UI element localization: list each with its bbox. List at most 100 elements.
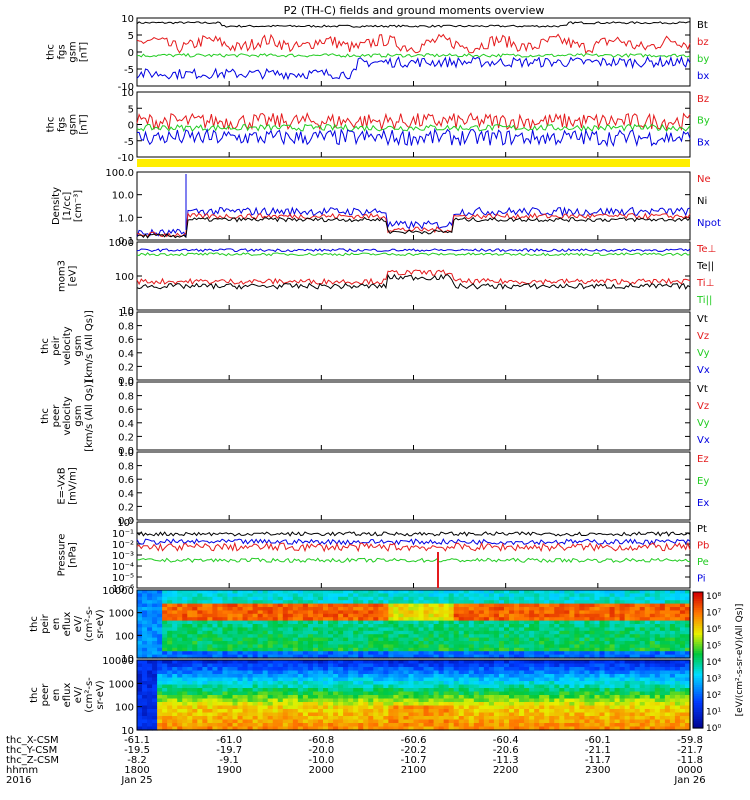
spectro-cell (428, 630, 435, 635)
spectro-cell (237, 691, 244, 696)
spectro-cell (423, 702, 430, 707)
spectro-cell (529, 691, 535, 696)
spectro-cell (468, 667, 475, 672)
spectro-cell (262, 712, 269, 717)
spectro-cell (197, 681, 203, 686)
spectro-cell (232, 610, 239, 615)
y-axis-label-line: [1/cc] (62, 192, 73, 221)
spectro-cell (634, 644, 641, 649)
spectro-cell (212, 688, 219, 693)
panel-8: 10⁰10⁻¹10⁻²10⁻³10⁻⁴10⁻⁵10⁻⁶Pressure[nPa]… (57, 518, 710, 595)
colorbar-cell (693, 601, 703, 604)
spectro-cell (272, 726, 279, 731)
spectro-cell (554, 607, 560, 611)
spectro-cell (247, 613, 254, 618)
spectro-cell (564, 695, 570, 700)
spectro-cell (468, 688, 475, 693)
spectro-cell (579, 688, 586, 693)
spectro-cell (584, 624, 591, 628)
spectro-cell (549, 647, 555, 652)
legend-entry: Bz (697, 94, 709, 105)
colorbar-cell (693, 632, 703, 636)
spectro-cell (202, 709, 208, 714)
spectro-cell (207, 674, 214, 679)
spectro-cell (262, 627, 269, 632)
spectro-cell (353, 670, 359, 675)
spectro-cell (478, 681, 485, 686)
spectro-cell (388, 644, 394, 649)
spectro-cell (172, 681, 178, 686)
spectro-cell (152, 630, 158, 635)
spectro-cell (458, 627, 465, 632)
spectro-cell (408, 719, 415, 724)
spectro-cell (222, 698, 229, 703)
spectro-cell (659, 617, 666, 622)
spectro-cell (378, 617, 384, 622)
spectro-cell (684, 695, 691, 700)
spectro-cell (317, 624, 324, 628)
spectro-cell (639, 681, 646, 686)
spectro-cell (398, 688, 405, 693)
spectro-cell (433, 677, 440, 682)
spectro-cell (448, 617, 455, 622)
spectro-cell (167, 688, 173, 693)
spectro-cell (398, 698, 405, 703)
spectro-cell (503, 670, 510, 675)
spectro-cell (237, 667, 244, 672)
spectro-cell (569, 596, 575, 601)
spectro-cell (207, 712, 214, 717)
spectro-cell (574, 620, 580, 625)
spectro-cell (202, 670, 208, 675)
spectro-cell (493, 723, 500, 728)
spectro-cell (242, 620, 249, 625)
spectro-cell (498, 630, 505, 635)
spectro-cell (589, 688, 596, 693)
spectro-cell (247, 624, 254, 628)
spectro-cell (534, 607, 540, 611)
spectro-cell (463, 716, 470, 721)
spectro-cell (674, 684, 681, 689)
spectro-cell (483, 590, 490, 594)
colorbar-cell (693, 709, 703, 713)
spectro-cell (413, 677, 420, 682)
spectro-cell (162, 644, 168, 649)
spectro-cell (307, 660, 314, 665)
spectro-cell (539, 610, 545, 615)
spectro-cell (569, 705, 575, 710)
spectro-cell (493, 590, 500, 594)
spectro-cell (554, 660, 560, 665)
spectro-cell (237, 674, 244, 679)
spectro-cell (403, 670, 410, 675)
spectro-cell (287, 726, 294, 731)
spectro-cell (634, 600, 641, 605)
spectro-cell (343, 600, 349, 605)
spectro-cell (348, 688, 354, 693)
spectro-cell (438, 651, 445, 656)
spectro-cell (634, 617, 641, 622)
spectro-cell (177, 641, 183, 645)
spectro-cell (488, 651, 495, 656)
spectro-cell (498, 641, 505, 645)
spectro-cell (177, 716, 183, 721)
spectro-cell (182, 709, 188, 714)
spectro-cell (368, 702, 374, 707)
spectro-cell (493, 627, 500, 632)
spectro-cell (262, 702, 269, 707)
spectro-cell (458, 667, 465, 672)
spectro-cell (333, 705, 339, 710)
spectro-cell (222, 681, 229, 686)
spectro-cell (509, 705, 515, 710)
y-tick-label: -5 (124, 137, 134, 148)
spectro-cell (569, 644, 575, 649)
spectro-cell (428, 660, 435, 665)
spectro-cell (498, 660, 505, 665)
spectro-cell (307, 670, 314, 675)
spectro-cell (242, 613, 249, 618)
spectro-cell (664, 670, 671, 675)
spectro-cell (182, 603, 188, 608)
spectro-cell (252, 610, 259, 615)
colorbar-cell (693, 675, 703, 679)
spectro-cell (287, 660, 294, 665)
spectro-cell (282, 651, 289, 656)
spectro-cell (408, 674, 415, 679)
